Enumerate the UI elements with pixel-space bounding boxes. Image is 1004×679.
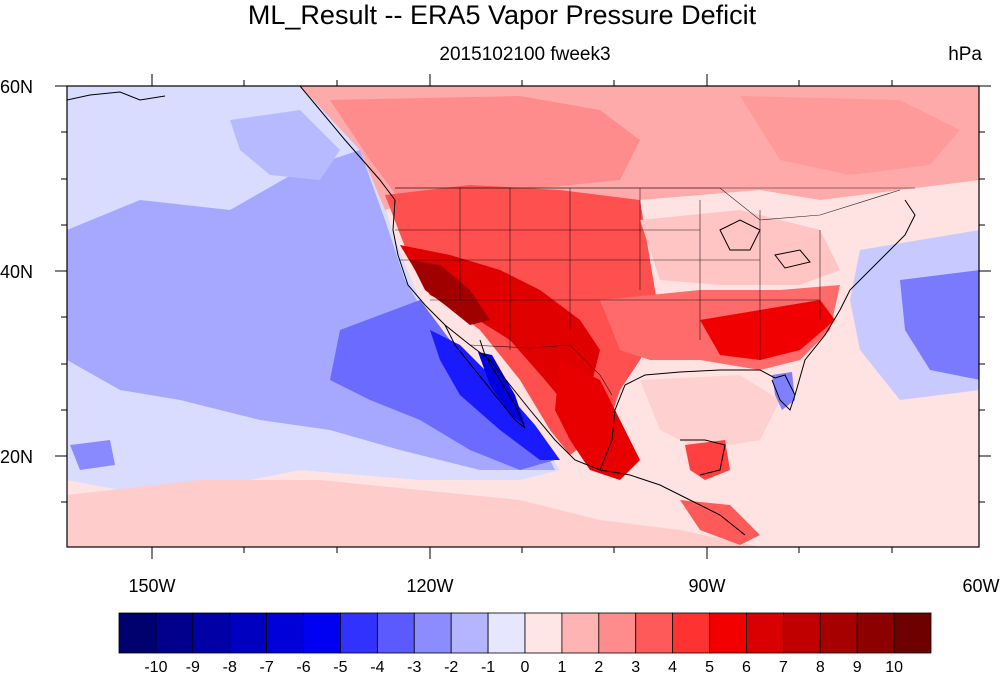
colorbar-swatch	[413, 612, 452, 654]
colorbar-swatch	[561, 612, 600, 654]
tropical-pacific-pink	[67, 480, 760, 547]
lon-label-150w: 150W	[128, 576, 175, 596]
yucatan-coast	[680, 439, 726, 476]
gulf-california-blue	[478, 352, 525, 425]
lat-label-60n: 60N	[0, 77, 33, 97]
colorbar-swatch	[487, 612, 526, 654]
colorbar-label: 2	[594, 659, 603, 676]
colorbar-label: 6	[742, 659, 751, 676]
lat-label-40n: 40N	[0, 262, 33, 282]
colorbar-swatch	[709, 612, 747, 654]
hawaii-blue	[70, 440, 115, 470]
florida-coast	[771, 374, 796, 411]
canada-east-red	[740, 96, 960, 175]
colorbar-swatch	[893, 612, 932, 654]
colorbar-swatch	[229, 612, 268, 654]
colorbar-label: 9	[853, 659, 862, 676]
central-america-red	[680, 500, 760, 545]
north-america-west-coast	[299, 86, 746, 536]
colorbar-label: -2	[444, 659, 458, 676]
colorbar-label: -4	[370, 659, 384, 676]
us-canada-border	[395, 187, 901, 221]
gulf-coast	[599, 369, 776, 471]
colorbar-label: 7	[779, 659, 788, 676]
gulf-of-mexico-pink	[640, 375, 780, 450]
colorbar-swatch	[782, 612, 821, 654]
great-lakes	[719, 219, 811, 269]
colorbar-swatch	[672, 612, 710, 654]
lat-label-20n: 20N	[0, 447, 33, 467]
colorbar-label: -6	[296, 659, 310, 676]
gulf-alaska-blue	[230, 110, 340, 180]
colorbar-swatch	[155, 612, 194, 654]
lon-label-90w: 90W	[688, 576, 725, 596]
map-field	[67, 86, 979, 547]
colorbar-swatch	[524, 612, 563, 654]
colorbar-label: 0	[521, 659, 530, 676]
colorbar-swatch	[303, 612, 341, 654]
plot-units-label: hPa	[948, 44, 982, 65]
colorbar-swatch	[340, 612, 378, 654]
colorbar-swatch	[635, 612, 674, 654]
mexico-red	[555, 360, 640, 480]
colorbar-label: -10	[144, 659, 167, 676]
state-boundaries	[395, 187, 915, 396]
colorbar-label: -7	[260, 659, 274, 676]
colorbar-swatch	[192, 612, 231, 654]
colorbar-label: -8	[223, 659, 237, 676]
lon-label-120w: 120W	[406, 576, 453, 596]
alaska-coast	[67, 91, 166, 101]
california-darkest-red	[410, 260, 490, 325]
colorbar-label: 3	[631, 659, 640, 676]
colorbar-label: 4	[668, 659, 677, 676]
central-light-red	[640, 210, 840, 285]
colorbar-swatch	[598, 612, 637, 654]
colorbar-swatch	[118, 612, 157, 654]
lon-label-60w: 60W	[962, 576, 999, 596]
atlantic-blue	[900, 270, 979, 380]
plot-date-subtitle: 2015102100 fweek3	[439, 44, 611, 65]
colorbar: -10 -9 -8 -7 -6 -5 -4 -3 -2 -1 0 1 2 3 4 5 6 7 8 9 10	[118, 612, 932, 676]
colorbar-label: 10	[885, 659, 903, 676]
us-mexico-border	[469, 344, 613, 396]
colorbar-label: -5	[333, 659, 347, 676]
colorbar-label: -9	[186, 659, 200, 676]
canada-medium-red	[330, 96, 640, 200]
east-coast	[794, 199, 916, 396]
colorbar-label: -3	[407, 659, 421, 676]
map-ticks	[55, 74, 991, 559]
colorbar-swatch	[376, 612, 415, 654]
colorbar-label: -1	[481, 659, 495, 676]
colorbar-swatch	[450, 612, 489, 654]
colorbar-swatch	[266, 612, 304, 654]
colorbar-label: 5	[705, 659, 714, 676]
baja-peninsula	[444, 324, 526, 429]
southeast-red	[700, 300, 835, 360]
colorbar-swatch	[819, 612, 858, 654]
coastlines	[67, 86, 916, 536]
colorbar-swatch	[856, 612, 895, 654]
florida-blue	[772, 372, 795, 410]
colorbar-label: 1	[557, 659, 566, 676]
plot-title: ML_Result -- ERA5 Vapor Pressure Deficit	[247, 0, 757, 30]
colorbar-swatch	[746, 612, 784, 654]
colorbar-label: 8	[816, 659, 825, 676]
